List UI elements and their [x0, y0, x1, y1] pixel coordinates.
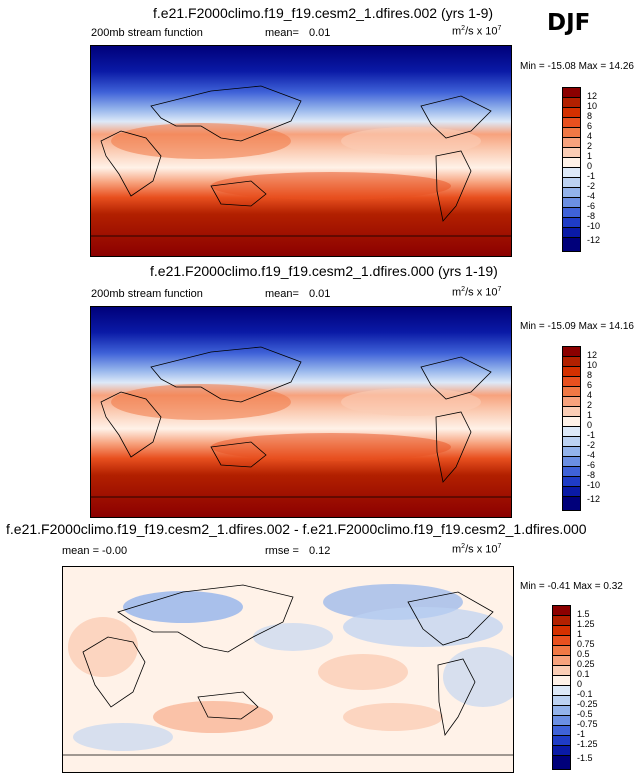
panel2-colorbar-tick: -6: [587, 460, 596, 470]
panel2-colorbar-tick: 6: [587, 380, 593, 390]
panel3-colorbar-tick: -0.25: [577, 699, 598, 709]
panel1-colorbar-tick: -4: [587, 191, 596, 201]
panel2-variable-label: 200mb stream function: [91, 288, 203, 300]
panel2-colorbar-tick: 4: [587, 390, 593, 400]
panel2-colorbar-tick: 0: [587, 420, 593, 430]
panel1-colorbar-tick: -1: [587, 171, 596, 181]
panel3-minmax: Min = -0.41 Max = 0.32: [520, 581, 623, 592]
panel1-colorbar-tick: 12: [587, 91, 598, 101]
panel1-minmax: Min = -15.08 Max = 14.26: [520, 61, 634, 72]
panel1-coastlines: [91, 85, 511, 237]
panel1-colorbar-tick: -12: [587, 235, 601, 245]
panel2-mean-value: 0.01: [309, 288, 331, 300]
panel3-colorbar-tick: -1: [577, 729, 586, 739]
panel3-colorbar-tick: 0.5: [577, 649, 590, 659]
panel1-colorbar-tick: 0: [587, 161, 593, 171]
panel1-colorbar-tick: -8: [587, 211, 596, 221]
panel1-colorbar-tick: -6: [587, 201, 596, 211]
panel1-colorbar-tick: 8: [587, 111, 593, 121]
panel3-colorbar-tick: 0: [577, 679, 583, 689]
panel2-colorbar-tick: -8: [587, 470, 596, 480]
panel1-mean-value: 0.01: [309, 27, 331, 39]
panel3-colorbar-tick: -0.1: [577, 689, 593, 699]
panel2-colorbar-tick: -2: [587, 440, 596, 450]
panel3-colorbar: 1.5 1.25 1 0.75 0.5 0.25 0.1 0 -0.1 -0.2…: [552, 605, 598, 770]
panel3-map: [62, 566, 514, 773]
panel3-colorbar-tick: -1.25: [577, 739, 598, 749]
panel2-colorbar-tick: 2: [587, 400, 593, 410]
panel1-units: m2/s x 107: [452, 25, 502, 38]
panel3-colorbar-tick: 1.25: [577, 619, 595, 629]
panel2-colorbar-tick: -12: [587, 494, 601, 504]
panel3-colorbar-tick: 0.75: [577, 639, 595, 649]
panel1-colorbar-tick: 10: [587, 101, 598, 111]
panel2-map: [90, 306, 512, 518]
panel2-mean-label: mean=: [265, 288, 299, 300]
panel1-mean-label: mean=: [265, 27, 299, 39]
panel3-colorbar-tick: -0.5: [577, 709, 593, 719]
panel1-colorbar-tick: -2: [587, 181, 596, 191]
panel1-variable-label: 200mb stream function: [91, 27, 203, 39]
panel3-colorbar-tick: 0.25: [577, 659, 595, 669]
panel2-colorbar-tick: 8: [587, 370, 593, 380]
panel3-colorbar-swatch: [552, 755, 571, 770]
panel3-colorbar-tick: 0.1: [577, 669, 590, 679]
panel3-colorbar-tick: 1.5: [577, 609, 590, 619]
panel1-colorbar-tick: 6: [587, 121, 593, 131]
panel2-colorbar-tick: -10: [587, 480, 601, 490]
panel2-units: m2/s x 107: [452, 286, 502, 299]
panel2-colorbar-swatch: [562, 496, 581, 511]
panel1-colorbar-tick: -10: [587, 221, 601, 231]
panel3-colorbar-tick: 1: [577, 629, 583, 639]
panel2-colorbar: 12 10 8 6 4 2 1 0 -1 -2 -4 -6 -8 -10 -12: [562, 346, 600, 511]
panel2-coastlines: [91, 346, 511, 498]
panel3-mean-label: mean = -0.00: [62, 545, 128, 557]
panel2-minmax: Min = -15.09 Max = 14.16: [520, 321, 634, 332]
panel3-title: f.e21.F2000climo.f19_f19.cesm2_1.dfires.…: [6, 521, 587, 537]
panel1-colorbar: 12 10 8 6 4 2 1 0 -1 -2 -4 -6 -8 -10 -12: [562, 87, 600, 252]
panel2-title: f.e21.F2000climo.f19_f19.cesm2_1.dfires.…: [150, 263, 498, 279]
panel2-colorbar-tick: 12: [587, 350, 598, 360]
panel1-title: f.e21.F2000climo.f19_f19.cesm2_1.dfires.…: [153, 5, 494, 21]
panel2-colorbar-tick: 10: [587, 360, 598, 370]
panel2-colorbar-tick: -4: [587, 450, 596, 460]
panel3-coastlines: [63, 584, 513, 756]
panel1-colorbar-tick: 2: [587, 141, 593, 151]
panel1-colorbar-swatch: [562, 237, 581, 252]
panel2-colorbar-tick: -1: [587, 430, 596, 440]
panel3-colorbar-tick: -1.5: [577, 753, 593, 763]
panel3-colorbar-tick: -0.75: [577, 719, 598, 729]
panel3-rmse-value: 0.12: [309, 545, 331, 557]
panel1-colorbar-tick: 1: [587, 151, 593, 161]
season-label: DJF: [547, 10, 591, 36]
panel2-colorbar-tick: 1: [587, 410, 593, 420]
panel3-units: m2/s x 107: [452, 543, 502, 556]
panel1-colorbar-tick: 4: [587, 131, 593, 141]
panel1-map: [90, 45, 512, 257]
panel3-rmse-label: rmse =: [265, 545, 299, 557]
